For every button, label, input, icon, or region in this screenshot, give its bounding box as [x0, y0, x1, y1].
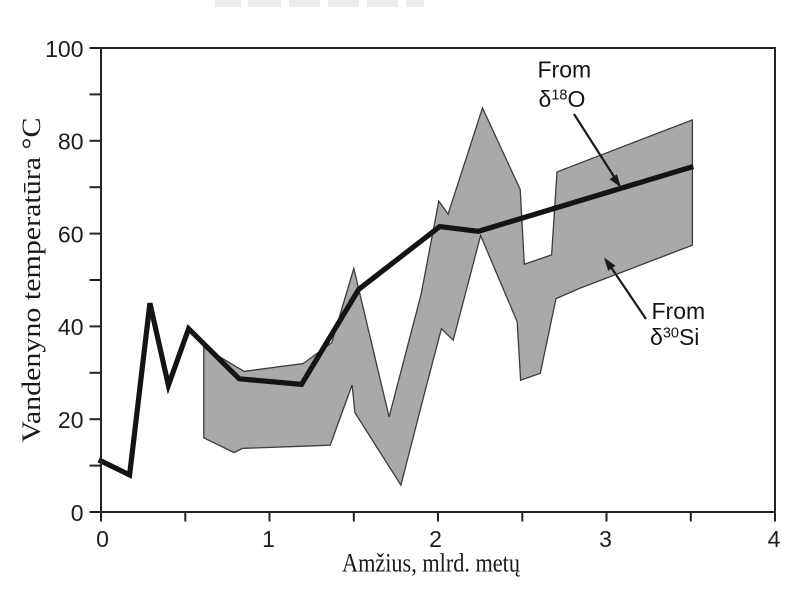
svg-text:4: 4 — [768, 526, 781, 552]
svg-text:Vandenyno temperatūra °C: Vandenyno temperatūra °C — [17, 118, 46, 443]
svg-text:2: 2 — [429, 526, 442, 552]
svg-text:20: 20 — [58, 407, 84, 433]
svg-text:0: 0 — [71, 500, 84, 526]
svg-text:From: From — [538, 57, 592, 83]
svg-text:1: 1 — [262, 526, 275, 552]
svg-text:80: 80 — [58, 129, 84, 155]
svg-text:Amžius, mlrd. metų: Amžius, mlrd. metų — [342, 549, 521, 578]
svg-text:0: 0 — [96, 526, 109, 552]
svg-text:δ18O: δ18O — [539, 86, 586, 112]
svg-text:3: 3 — [599, 526, 612, 552]
svg-text:δ30Si: δ30Si — [650, 324, 699, 350]
svg-text:100: 100 — [45, 36, 83, 62]
svg-text:60: 60 — [58, 221, 84, 247]
svg-text:40: 40 — [58, 314, 84, 340]
svg-text:From: From — [652, 298, 706, 324]
